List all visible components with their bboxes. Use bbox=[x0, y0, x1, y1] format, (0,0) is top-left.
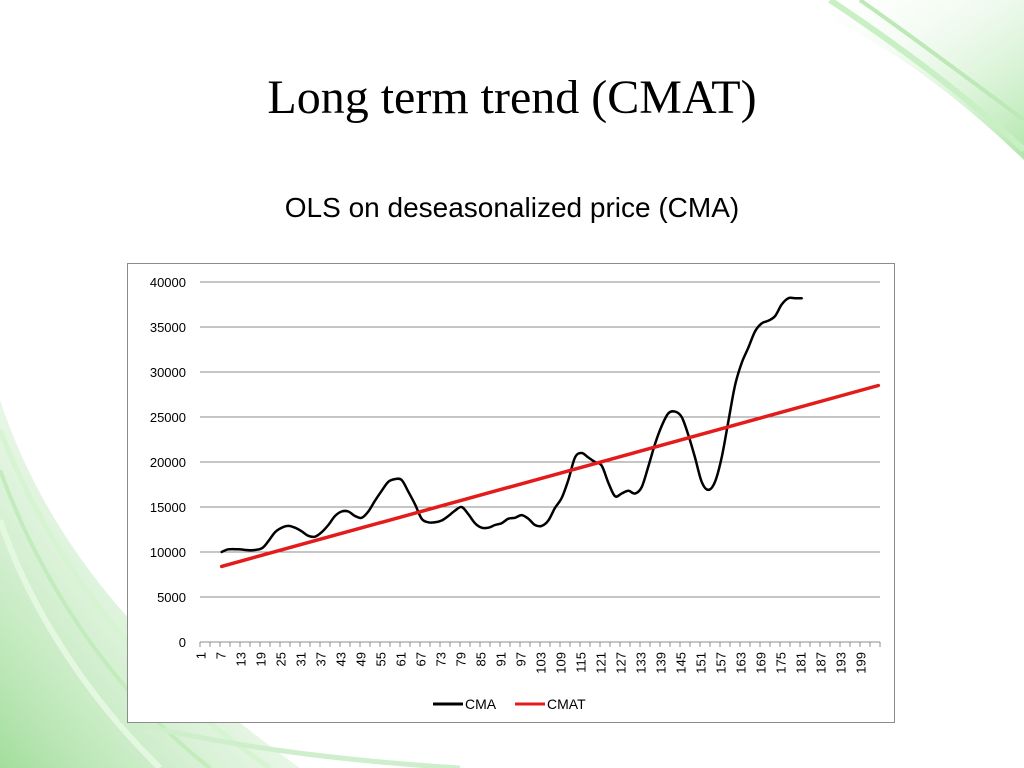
y-tick-label: 15000 bbox=[150, 500, 186, 515]
chart-title: OLS on deseasonalized price (CMA) bbox=[284, 192, 740, 223]
x-tick-label: 145 bbox=[674, 652, 689, 674]
x-tick-label: 133 bbox=[634, 652, 649, 674]
y-tick-label: 20000 bbox=[150, 455, 186, 470]
x-tick-label: 1 bbox=[194, 652, 209, 659]
slide-title: Long term trend (CMAT) bbox=[267, 71, 757, 124]
y-tick-label: 0 bbox=[179, 635, 186, 650]
y-tick-label: 5000 bbox=[157, 590, 186, 605]
legend-label-cmat: CMAT bbox=[547, 696, 586, 712]
x-tick-label: 121 bbox=[594, 652, 609, 674]
legend-label-cma: CMA bbox=[465, 696, 497, 712]
x-tick-label: 25 bbox=[274, 652, 289, 666]
x-tick-label: 115 bbox=[574, 652, 589, 673]
x-tick-label: 13 bbox=[234, 652, 249, 666]
x-tick-label: 157 bbox=[714, 652, 729, 674]
x-tick-label: 73 bbox=[434, 652, 449, 666]
x-tick-label: 175 bbox=[774, 652, 789, 674]
gridlines bbox=[200, 281, 880, 598]
x-tick-label: 37 bbox=[314, 652, 329, 666]
x-axis: 1 7 13 19 25 31 37 43 49 55 61 67 73 79 85 91 97 103 109 11… bbox=[194, 641, 881, 674]
x-tick-label: 139 bbox=[654, 652, 669, 674]
y-tick-label: 30000 bbox=[150, 365, 186, 380]
x-tick-label: 67 bbox=[414, 652, 429, 666]
y-tick-label: 40000 bbox=[150, 275, 186, 290]
series-line-cma bbox=[220, 296, 803, 554]
x-tick-label: 55 bbox=[374, 652, 389, 666]
x-tick-label: 49 bbox=[354, 652, 369, 666]
x-tick-label: 61 bbox=[394, 652, 409, 666]
x-tick-label: 85 bbox=[474, 652, 489, 666]
x-tick-label: 163 bbox=[734, 652, 749, 674]
x-tick-label: 19 bbox=[254, 652, 269, 666]
x-tick-label: 31 bbox=[294, 652, 309, 666]
series-line-cmat bbox=[219, 383, 881, 569]
y-axis: 0 5000 10000 15000 20000 25000 30000 35000 40000 bbox=[150, 275, 186, 650]
x-tick-label: 151 bbox=[694, 652, 709, 674]
x-tick-label: 109 bbox=[554, 652, 569, 674]
y-tick-label: 35000 bbox=[150, 320, 186, 335]
x-tick-label: 181 bbox=[794, 652, 809, 674]
y-tick-label: 10000 bbox=[150, 545, 186, 560]
x-tick-label: 97 bbox=[514, 652, 529, 666]
line-chart: 0 5000 10000 15000 20000 25000 30000 35000 40000… bbox=[150, 275, 881, 712]
x-tick-label: 169 bbox=[754, 652, 769, 674]
y-tick-label: 25000 bbox=[150, 410, 186, 425]
x-tick-label: 79 bbox=[454, 652, 469, 666]
x-tick-label: 103 bbox=[534, 652, 549, 674]
x-tick-label: 187 bbox=[814, 652, 829, 674]
x-tick-label: 43 bbox=[334, 652, 349, 666]
chart-area: 0 5000 10000 15000 20000 25000 30000 35000 40000… bbox=[127, 263, 895, 723]
x-tick-label: 7 bbox=[214, 652, 229, 659]
x-tick-label: 199 bbox=[854, 652, 869, 674]
legend: CMA CMAT bbox=[433, 696, 586, 712]
series-lines bbox=[219, 296, 881, 569]
x-tick-label: 193 bbox=[834, 652, 849, 674]
x-tick-label: 127 bbox=[614, 652, 629, 674]
x-tick-label: 91 bbox=[494, 652, 509, 666]
